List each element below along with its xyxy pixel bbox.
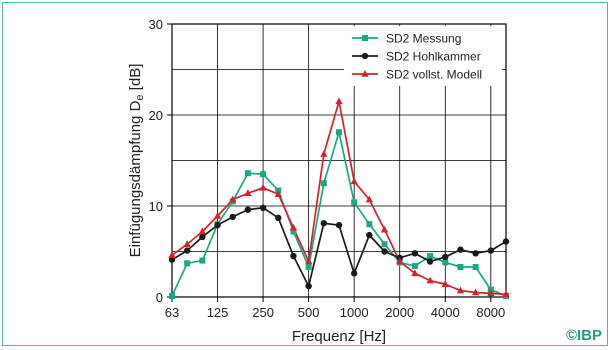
data-point [426,276,434,284]
data-point [411,263,418,270]
data-point [289,223,298,231]
data-point [169,293,175,300]
data-point [214,221,221,229]
data-point [229,213,236,221]
data-point [457,246,464,253]
data-point [260,171,267,178]
data-point [259,204,267,212]
data-point [335,97,343,105]
data-point [362,35,368,41]
data-point [396,257,404,265]
data-point [350,270,358,277]
y-axis-label: Einfügungsdämpfung De [dB] [127,64,146,258]
data-point [244,170,251,177]
legend-label: SD2 vollst. Modell [386,68,482,82]
x-axis-label: Frequenz [Hz] [292,328,386,345]
data-point [320,180,327,187]
data-point [381,248,388,255]
data-point [351,199,358,206]
data-point [487,247,495,254]
data-point [472,263,479,270]
data-point [305,282,312,290]
data-point [184,260,191,267]
data-point [168,256,176,263]
data-point [487,289,495,297]
data-point [183,240,191,248]
data-point [275,214,282,222]
legend-label: SD2 Messung [386,32,461,46]
data-point [213,212,222,219]
data-point [183,247,191,254]
data-point [320,220,328,227]
data-point [274,190,282,197]
data-point [381,241,388,248]
data-point [305,263,312,270]
x-tick-label: 1000 [340,305,369,320]
data-point [361,70,369,77]
data-point [502,290,510,298]
x-tick-label: 250 [252,305,274,320]
data-point [427,253,434,260]
data-point [442,259,449,266]
data-point [426,258,434,265]
data-point [244,206,252,213]
data-point [259,183,267,191]
data-point [442,253,449,261]
plot-frame [171,23,507,298]
data-point [336,129,342,136]
y-tick-label: 0 [156,290,163,305]
data-point [305,257,313,265]
data-point [502,238,510,245]
x-tick-label: 2000 [385,305,414,320]
data-point [411,269,419,277]
data-point [366,231,373,239]
data-point [457,263,464,270]
y-tick-label: 10 [149,199,163,214]
x-tick-label: 8000 [476,305,505,320]
data-point [380,225,389,233]
data-point [229,195,237,203]
data-point [290,252,297,260]
y-tick-label: 30 [149,17,163,32]
data-point [441,280,449,288]
data-point [199,257,206,264]
data-point [350,177,358,185]
data-point [199,233,206,241]
data-point [168,251,176,258]
x-tick-label: 125 [207,305,229,320]
x-tick-label: 500 [298,305,320,320]
figure-border [2,2,608,346]
copyright-label: ©IBP [565,327,602,344]
x-tick-label: 4000 [431,305,460,320]
data-point [365,195,373,203]
data-point [366,221,373,228]
data-point [361,52,369,60]
data-point [472,250,479,257]
data-point [472,288,480,296]
data-point [290,228,297,235]
y-tick-label: 20 [149,108,163,123]
data-point [411,250,419,257]
data-point [198,227,206,235]
data-point [335,221,343,229]
x-tick-label: 63 [165,305,179,320]
data-point [244,189,252,197]
data-point [320,150,328,157]
data-point [456,286,465,294]
legend-label: SD2 Hohlkammer [386,50,481,64]
